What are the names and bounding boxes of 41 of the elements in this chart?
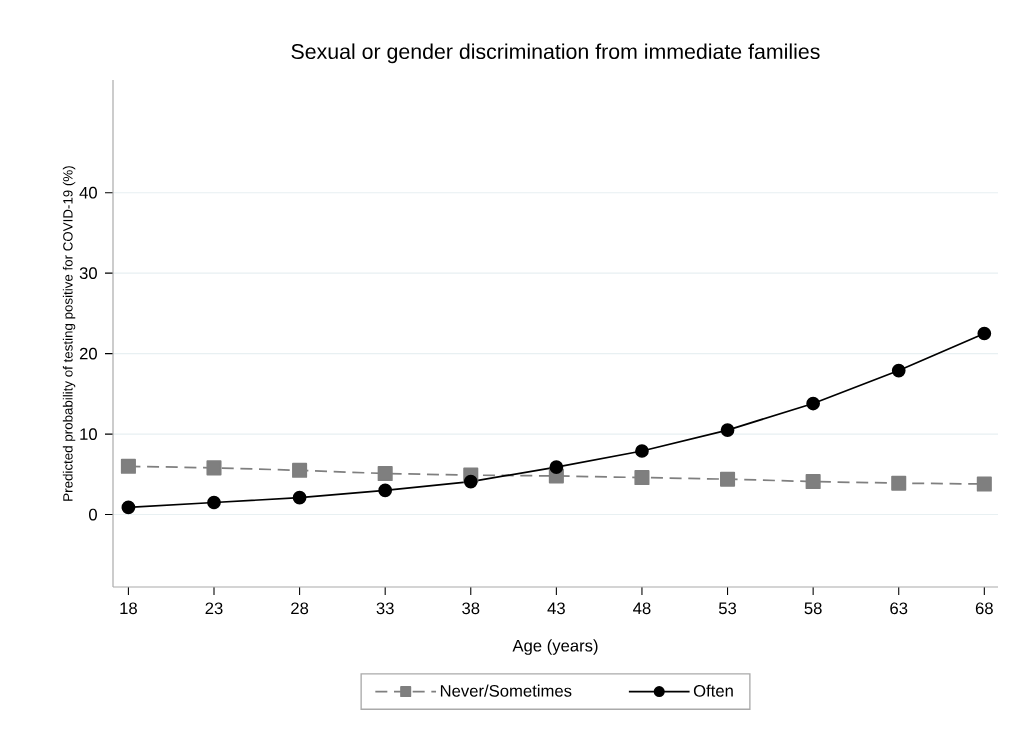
x-tick-label: 38	[462, 602, 480, 615]
chart-title: Sexual or gender discrimination from immediate families	[291, 43, 820, 64]
point	[292, 490, 307, 505]
x-tick-label: 43	[547, 602, 565, 615]
point	[806, 396, 821, 411]
point	[377, 466, 393, 482]
x-tick-label: 33	[376, 602, 394, 615]
x-tick-label: 63	[890, 602, 908, 615]
point	[378, 483, 393, 498]
y-tick-label: 30	[79, 267, 97, 280]
x-tick-label: 48	[633, 602, 651, 615]
point	[891, 475, 907, 491]
point	[121, 500, 136, 515]
y-tick-label: 0	[89, 508, 97, 521]
point	[720, 471, 736, 487]
y-tick-label: 10	[80, 428, 97, 440]
x-tick-label: 68	[975, 602, 993, 615]
y-tick-label: 40	[79, 186, 97, 199]
x-tick-label: 53	[718, 602, 737, 615]
x-axis-title: Age (years)	[512, 639, 598, 655]
point	[805, 474, 821, 490]
x-tick-label: 58	[804, 602, 822, 615]
point	[206, 460, 222, 476]
point	[549, 460, 564, 474]
legend-label: Often	[693, 684, 733, 697]
y-tick-label: 20	[79, 347, 97, 360]
point	[120, 458, 136, 474]
point	[634, 470, 650, 486]
x-tick-label: 18	[120, 602, 137, 615]
x-tick-label: 23	[205, 602, 223, 615]
point	[976, 476, 992, 492]
point	[635, 444, 649, 458]
point	[292, 462, 308, 478]
point	[720, 423, 735, 437]
legend-label: Never/Sometimes	[440, 684, 572, 697]
point	[977, 326, 992, 341]
y-axis-title: Predicted probability of testing positive for COVID-19 (%)	[62, 166, 76, 501]
point	[891, 363, 906, 378]
point	[207, 495, 221, 510]
point	[463, 474, 478, 489]
x-tick-label: 28	[291, 602, 309, 615]
